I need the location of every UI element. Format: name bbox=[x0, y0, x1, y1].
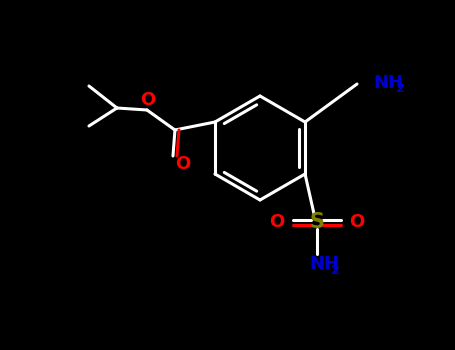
Text: NH: NH bbox=[373, 74, 403, 92]
Text: O: O bbox=[175, 155, 191, 173]
Text: O: O bbox=[269, 213, 285, 231]
Text: NH: NH bbox=[309, 255, 339, 273]
Text: O: O bbox=[349, 213, 364, 231]
Text: 2: 2 bbox=[331, 264, 340, 276]
Text: S: S bbox=[309, 212, 324, 232]
Text: 2: 2 bbox=[396, 83, 405, 96]
Text: O: O bbox=[140, 91, 156, 109]
